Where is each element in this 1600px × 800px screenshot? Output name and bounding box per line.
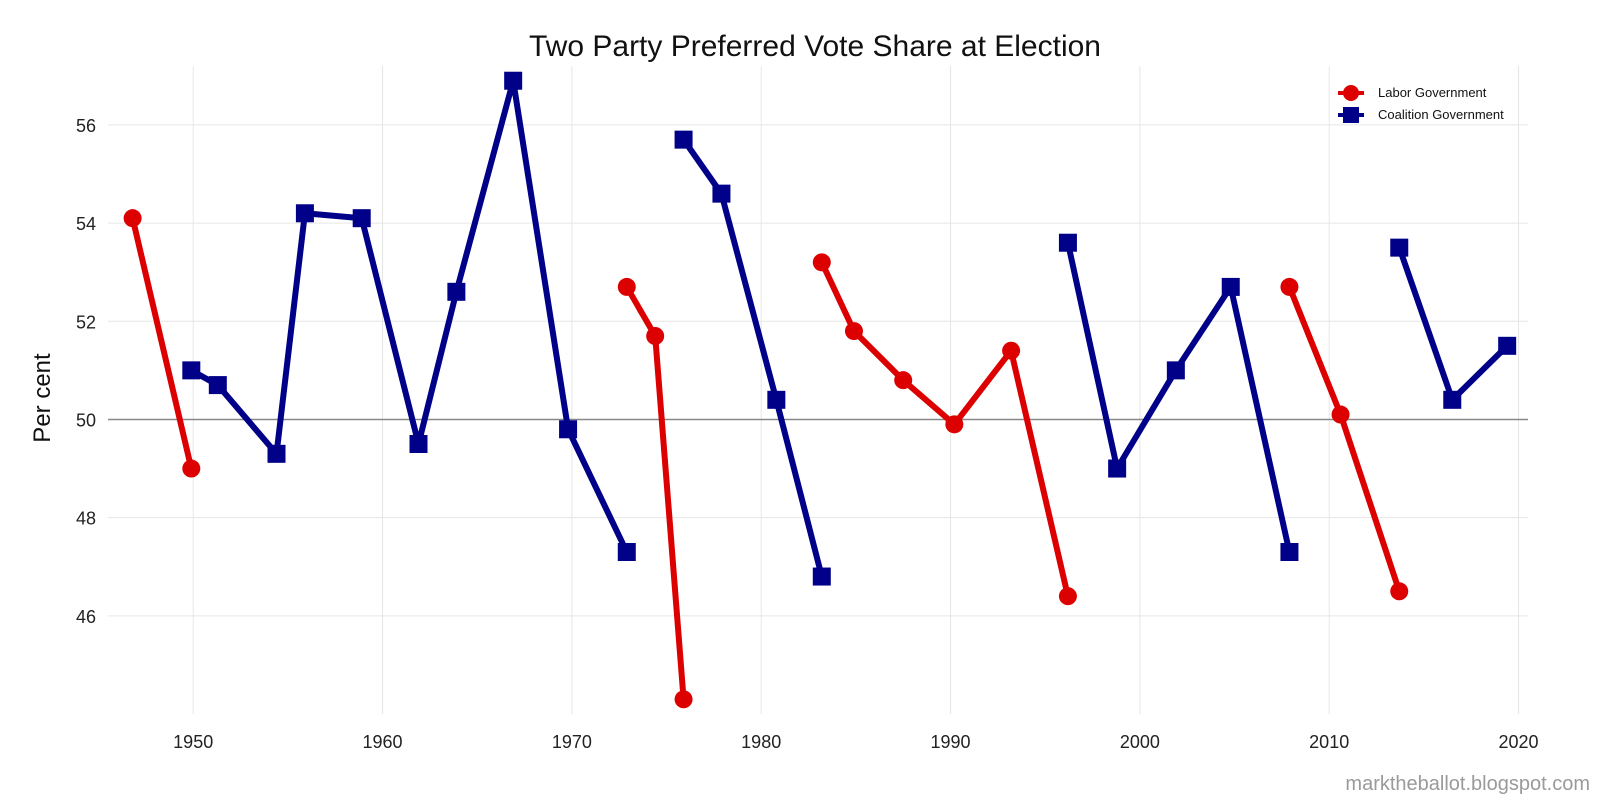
data-point-labor [646, 327, 665, 345]
data-point-coalition [409, 435, 428, 453]
data-point-labor [674, 690, 693, 709]
grid-lines [108, 66, 1528, 714]
x-tick-label: 1960 [363, 732, 403, 752]
data-point-labor [844, 322, 863, 341]
data-point-labor [894, 371, 913, 390]
data-point-labor [182, 459, 201, 478]
y-tick-label: 50 [76, 410, 96, 430]
series-line-coalition [680, 136, 825, 580]
data-point-coalition [1108, 459, 1127, 478]
y-tick-label: 56 [76, 116, 96, 136]
legend-labor-label: Labor Government [1378, 85, 1487, 100]
x-tick-label: 2000 [1120, 732, 1160, 752]
y-tick-label: 46 [76, 607, 96, 627]
data-point-coalition [617, 543, 636, 561]
data-point-labor [812, 253, 831, 272]
data-point-coalition [267, 444, 286, 463]
series-line-labor [623, 283, 687, 703]
x-tick-label: 1990 [931, 732, 971, 752]
series-line-coalition [188, 77, 630, 555]
data-point-coalition [1443, 390, 1462, 409]
y-tick-label: 54 [76, 214, 96, 234]
y-tick-label: 48 [76, 509, 96, 529]
data-point-coalition [295, 204, 314, 223]
data-point-coalition [674, 130, 693, 149]
data-point-coalition [1166, 361, 1185, 380]
data-point-coalition [504, 71, 523, 90]
y-axis-title: Per cent [29, 353, 56, 443]
data-point-coalition [1280, 543, 1299, 561]
data-point-coalition [352, 209, 371, 228]
series-line-coalition [1064, 239, 1293, 555]
chart-title: Two Party Preferred Vote Share at Electi… [529, 30, 1101, 63]
data-point-coalition [1221, 277, 1240, 296]
x-tick-label: 2020 [1499, 732, 1539, 752]
data-point-coalition [1498, 336, 1517, 355]
series-layer [123, 71, 1517, 709]
data-point-coalition [208, 376, 227, 395]
legend-labor-marker [1343, 85, 1359, 101]
data-point-coalition [559, 420, 578, 439]
y-tick-label: 52 [76, 312, 96, 332]
data-point-labor [1331, 405, 1350, 424]
credit-text: marktheballot.blogspot.com [1345, 773, 1590, 795]
data-point-coalition [1058, 233, 1077, 252]
series-line-coalition [1396, 244, 1511, 403]
data-point-labor [1390, 582, 1409, 601]
data-point-labor [617, 277, 636, 296]
data-point-coalition [767, 390, 786, 409]
x-tick-label: 1950 [173, 732, 213, 752]
data-point-labor [1280, 277, 1299, 296]
data-point-labor [1002, 341, 1021, 360]
series-line-labor [818, 259, 1071, 600]
series-line-labor [1286, 283, 1403, 595]
data-point-coalition [812, 567, 831, 586]
data-point-labor [123, 209, 142, 228]
data-point-coalition [1390, 238, 1409, 257]
legend: Labor Government Coalition Government [1338, 85, 1504, 123]
legend-coalition-label: Coalition Government [1378, 107, 1504, 122]
x-tick-label: 2010 [1309, 732, 1349, 752]
data-point-labor [945, 415, 964, 434]
data-point-coalition [182, 361, 201, 380]
data-point-coalition [712, 184, 731, 203]
x-tick-label: 1970 [552, 732, 592, 752]
data-point-labor [1058, 587, 1077, 606]
data-point-coalition [447, 282, 466, 301]
series-line-labor [129, 215, 195, 472]
tick-labels: 1950 1960 1970 1980 1990 2000 2010 2020 46 48 50 52… [76, 116, 1539, 752]
legend-coalition-marker [1343, 107, 1359, 123]
x-tick-label: 1980 [741, 732, 781, 752]
